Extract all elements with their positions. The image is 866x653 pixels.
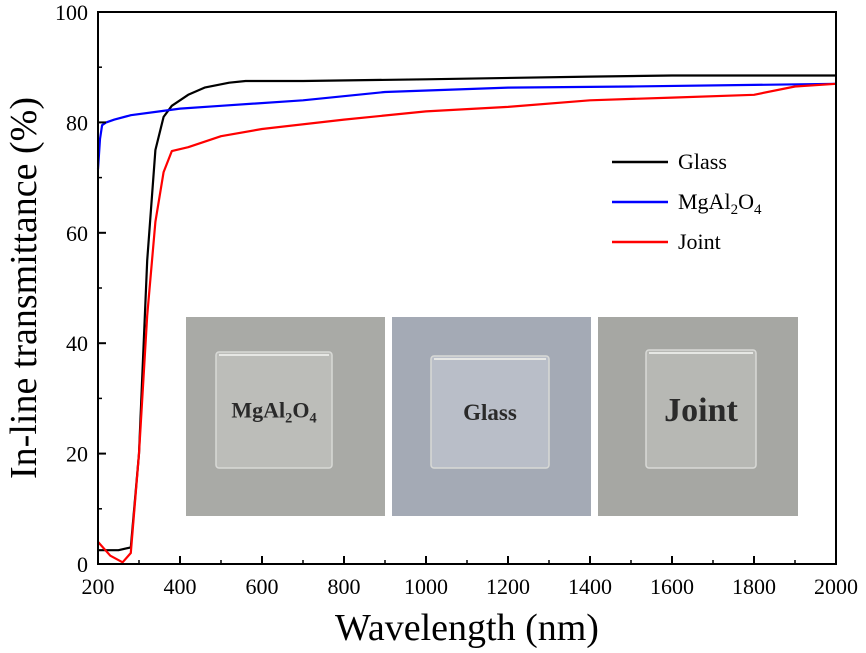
photo-panel-1: Glass [392, 317, 591, 516]
sample-photos-inset: MgAl2O4 Glass Joint [186, 317, 798, 516]
x-tick-label: 1200 [486, 574, 530, 599]
sample-label: Joint [664, 392, 738, 429]
y-tick-label: 80 [66, 110, 88, 135]
series-line-mgal2o4 [96, 82, 837, 170]
y-axis-title: In-line transmittance (%) [3, 97, 45, 479]
y-tick-label: 40 [66, 331, 88, 356]
x-tick-label: 200 [82, 574, 115, 599]
legend-label: Glass [678, 149, 727, 174]
sample-label: Glass [463, 400, 517, 425]
legend-item-glass: Glass [612, 149, 727, 174]
x-tick-label: 1000 [404, 574, 448, 599]
x-tick-label: 600 [246, 574, 279, 599]
x-tick-label: 2000 [814, 574, 858, 599]
legend-label: MgAl2O4 [678, 189, 762, 218]
y-tick-label: 60 [66, 221, 88, 246]
y-tick-label: 20 [66, 442, 88, 467]
x-axis-ticks: 200 400 600 800 1000 1200 1400 1600 1800 2000 [82, 556, 858, 599]
legend-item-joint: Joint [612, 229, 721, 254]
photo-panel-0: MgAl2O4 [186, 317, 385, 516]
y-tick-label: 100 [55, 0, 88, 25]
sample-label: MgAl2O4 [231, 398, 316, 427]
photo-panel-2: Joint [598, 317, 798, 516]
sample-plate [215, 351, 333, 469]
x-tick-label: 1800 [732, 574, 776, 599]
y-axis-ticks: 0 20 40 60 80 100 [55, 0, 106, 577]
legend-item-mgal2o4: MgAl2O4 [612, 189, 762, 218]
y-tick-label: 0 [77, 552, 88, 577]
series-line-joint [97, 82, 837, 564]
sample-plate [645, 349, 757, 469]
x-tick-label: 1400 [568, 574, 612, 599]
legend: Glass MgAl2O4 Joint [612, 149, 762, 254]
legend-label: Joint [678, 229, 721, 254]
x-tick-label: 400 [164, 574, 197, 599]
series-lines [96, 74, 837, 564]
x-tick-label: 800 [328, 574, 361, 599]
x-axis-title: Wavelength (nm) [335, 607, 599, 649]
sample-plate [430, 355, 550, 469]
x-tick-label: 1600 [650, 574, 694, 599]
